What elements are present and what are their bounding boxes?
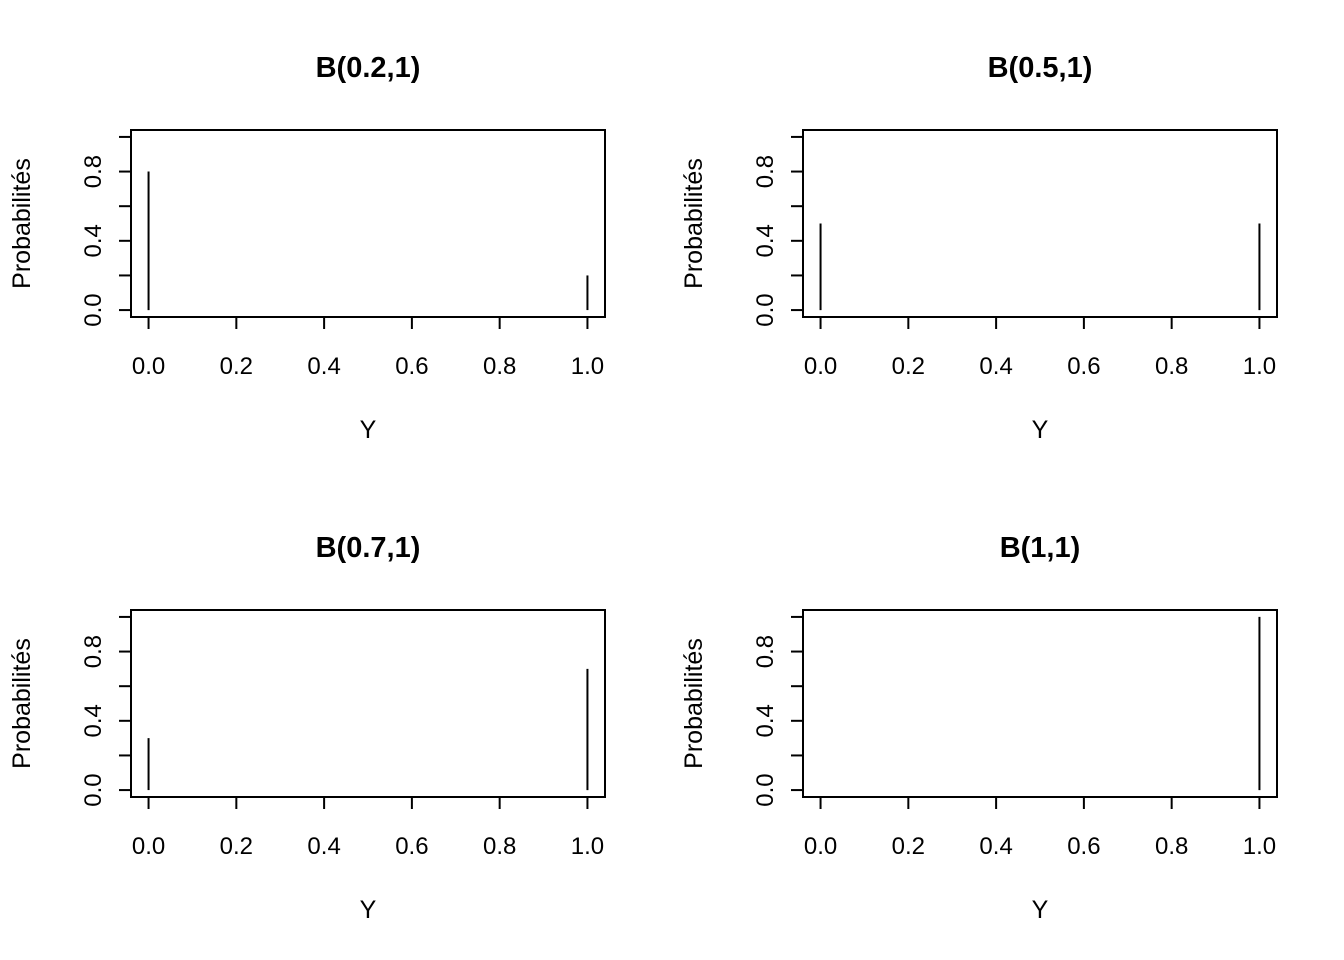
x-tick-label: 0.6: [1067, 833, 1100, 860]
plot-frame: [802, 129, 1278, 318]
x-tick-label: 1.0: [1243, 353, 1276, 380]
x-tick-label: 0.8: [1155, 833, 1188, 860]
panel-3: B(0.7,1) 0.0 0.2 0.4 0.6 0.8 1.0 0.0 0.4 0.8 Y Prob…: [8, 532, 606, 924]
x-tick-label: 0.2: [892, 353, 925, 380]
y-axis-label: Probabilités: [680, 158, 708, 289]
x-tick-label: 0.6: [395, 833, 428, 860]
x-tick-label: 0.6: [395, 353, 428, 380]
y-axis-label: Probabilités: [680, 638, 708, 769]
plot-frame: [802, 609, 1278, 798]
y-axis-label: Probabilités: [8, 638, 36, 769]
x-axis-label: Y: [1032, 896, 1049, 924]
y-tick-label: 0.0: [80, 293, 107, 326]
x-tick-label: 0.6: [1067, 353, 1100, 380]
x-tick-label: 0.8: [1155, 353, 1188, 380]
y-tick-label: 0.8: [752, 155, 779, 188]
y-tick-label: 0.4: [752, 704, 779, 737]
chart-title: B(1,1): [1000, 532, 1081, 564]
y-axis-label: Probabilités: [8, 158, 36, 289]
x-axis-label: Y: [1032, 416, 1049, 444]
y-tick-label: 0.4: [80, 704, 107, 737]
y-tick-label: 0.8: [752, 635, 779, 668]
y-tick-label: 0.4: [80, 224, 107, 257]
x-tick-label: 1.0: [571, 353, 604, 380]
chart-title: B(0.2,1): [316, 52, 421, 84]
x-tick-label: 0.0: [132, 353, 165, 380]
x-tick-label: 0.8: [483, 833, 516, 860]
x-tick-label: 0.8: [483, 353, 516, 380]
panel-2: B(0.5,1) 0.0 0.2 0.4 0.6 0.8 1.0 0.0 0.4 0.8 Y Prob…: [680, 52, 1278, 444]
y-tick-label: 0.8: [80, 155, 107, 188]
x-tick-label: 0.4: [307, 833, 340, 860]
x-tick-label: 0.0: [132, 833, 165, 860]
x-tick-label: 0.0: [804, 833, 837, 860]
y-tick-label: 0.0: [80, 773, 107, 806]
x-tick-label: 0.0: [804, 353, 837, 380]
plot-frame: [130, 609, 606, 798]
y-tick-label: 0.8: [80, 635, 107, 668]
x-tick-label: 1.0: [1243, 833, 1276, 860]
plot-frame: [130, 129, 606, 318]
y-tick-label: 0.0: [752, 773, 779, 806]
panel-1: B(0.2,1) 0.0 0.2 0.4 0.6 0.8 1.0 0.0 0.4 0.8 Y Prob…: [8, 52, 606, 444]
x-tick-label: 0.4: [307, 353, 340, 380]
chart-title: B(0.7,1): [316, 532, 421, 564]
x-tick-label: 0.2: [220, 353, 253, 380]
x-tick-label: 0.2: [892, 833, 925, 860]
chart-title: B(0.5,1): [988, 52, 1093, 84]
x-tick-label: 0.4: [979, 833, 1012, 860]
x-axis-label: Y: [360, 896, 377, 924]
y-tick-label: 0.4: [752, 224, 779, 257]
x-tick-label: 0.2: [220, 833, 253, 860]
y-tick-label: 0.0: [752, 293, 779, 326]
x-tick-label: 0.4: [979, 353, 1012, 380]
panel-4: B(1,1) 0.0 0.2 0.4 0.6 0.8 1.0 0.0 0.4 0.8 Y Probab…: [680, 532, 1278, 924]
x-axis-label: Y: [360, 416, 377, 444]
x-tick-label: 1.0: [571, 833, 604, 860]
